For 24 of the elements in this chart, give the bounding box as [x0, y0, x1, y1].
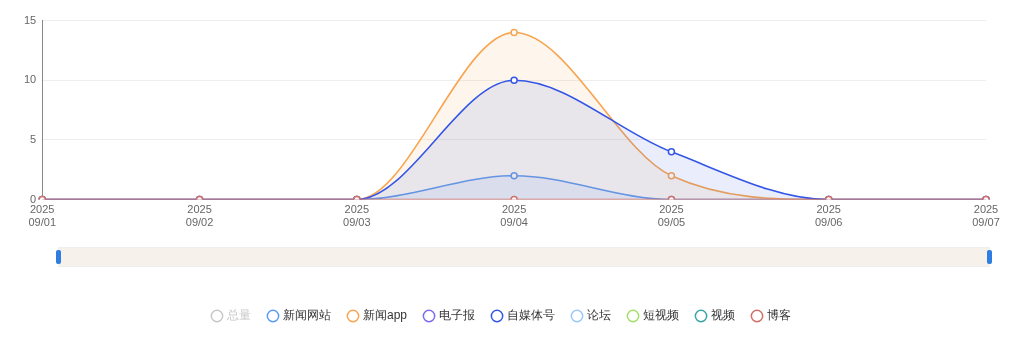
x-tick-label: 2025 09/04 — [500, 203, 528, 229]
x-tick-label: 2025 09/03 — [343, 203, 371, 229]
legend-label: 新闻网站 — [282, 308, 331, 323]
legend-label: 视频 — [711, 308, 736, 323]
legend-label: 短视频 — [643, 308, 680, 323]
y-tick-label: 15 — [23, 13, 37, 26]
point — [510, 76, 518, 85]
legend-label: 新闻app — [362, 308, 408, 323]
x-tick-label: 2025 09/06 — [814, 203, 843, 229]
legend-label: 博客 — [767, 308, 792, 323]
legend-label: 自媒体号 — [507, 308, 556, 323]
x-tick-label: 2025 09/01 — [28, 203, 56, 229]
x-tick-label: 2025 09/07 — [972, 203, 1000, 229]
point — [667, 171, 676, 180]
legend-label: 电子报 — [439, 308, 476, 323]
point — [667, 148, 676, 156]
x-tick-label: 2025 09/02 — [185, 203, 214, 229]
y-tick-label: 0 — [30, 192, 37, 205]
legend-label: 论坛 — [587, 308, 612, 323]
point — [510, 28, 518, 37]
point — [510, 171, 518, 180]
y-tick-label: 5 — [30, 132, 37, 145]
y-tick-label: 10 — [23, 73, 37, 86]
x-tick-label: 2025 09/05 — [657, 203, 686, 229]
